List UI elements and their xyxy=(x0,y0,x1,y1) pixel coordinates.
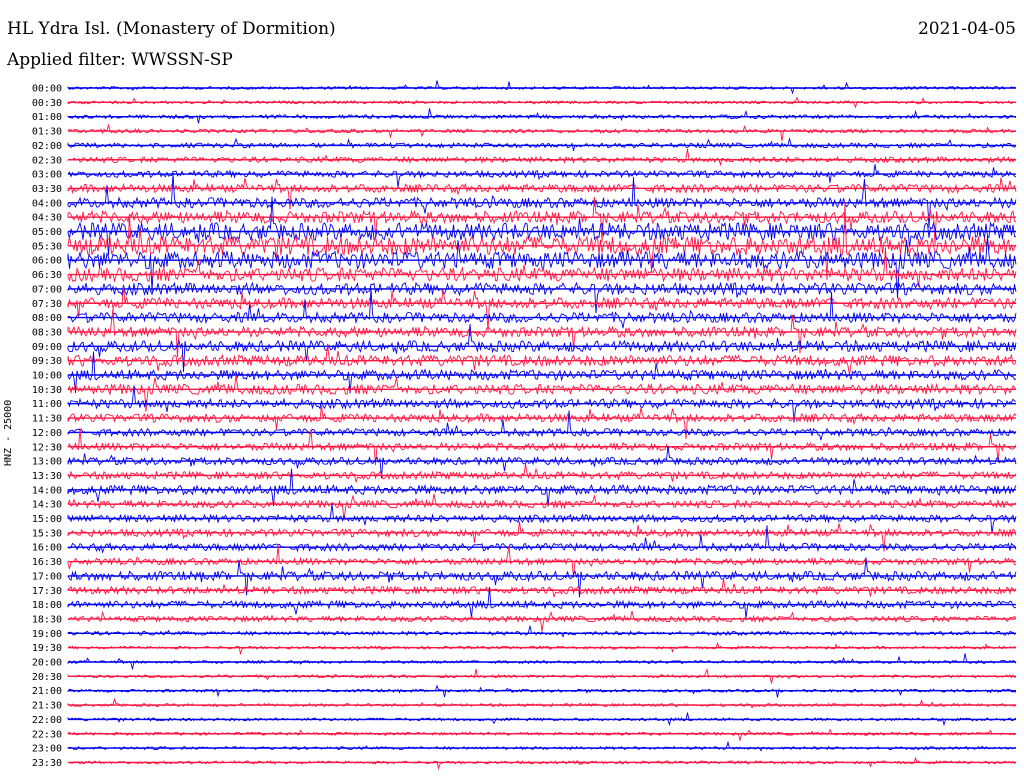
time-tick-label: 18:00 xyxy=(32,600,62,611)
trace-0130 xyxy=(67,123,1017,142)
time-tick-label: 19:30 xyxy=(32,643,62,654)
time-tick-label: 08:00 xyxy=(32,313,62,324)
time-tick-label: 17:00 xyxy=(32,571,62,582)
time-tick-label: 00:30 xyxy=(32,98,62,109)
time-tick-label: 13:00 xyxy=(32,457,62,468)
time-tick-label: 15:30 xyxy=(32,528,62,539)
time-tick-label: 16:00 xyxy=(32,543,62,554)
time-tick-label: 07:00 xyxy=(32,284,62,295)
trace-1030 xyxy=(67,375,1017,412)
time-tick-label: 15:00 xyxy=(32,514,62,525)
time-tick-label: 17:30 xyxy=(32,586,62,597)
time-tick-label: 04:00 xyxy=(32,198,62,209)
trace-0800 xyxy=(67,287,1017,329)
time-tick-label: 09:30 xyxy=(32,356,62,367)
time-tick-label: 05:00 xyxy=(32,227,62,238)
trace-2230 xyxy=(67,728,1017,742)
time-tick-label: 11:30 xyxy=(32,414,62,425)
trace-1100 xyxy=(67,385,1017,423)
time-tick-label: 10:00 xyxy=(32,371,62,382)
time-tick-label: 19:00 xyxy=(32,629,62,640)
trace-1400 xyxy=(67,468,1017,507)
trace-0300 xyxy=(67,164,1017,188)
time-tick-label: 21:30 xyxy=(32,701,62,712)
time-tick-label: 16:30 xyxy=(32,557,62,568)
time-tick-label: 18:30 xyxy=(32,614,62,625)
trace-2100 xyxy=(67,684,1017,698)
time-tick-label: 14:00 xyxy=(32,485,62,496)
trace-0930 xyxy=(67,343,1017,376)
time-tick-label: 22:00 xyxy=(32,715,62,726)
time-tick-label: 04:30 xyxy=(32,213,62,224)
time-tick-label: 20:30 xyxy=(32,672,62,683)
time-tick-label: 13:30 xyxy=(32,471,62,482)
time-tick-label: 09:00 xyxy=(32,342,62,353)
time-tick-label: 03:00 xyxy=(32,170,62,181)
trace-0230 xyxy=(67,148,1017,167)
trace-1000 xyxy=(67,351,1017,394)
filter-label: Applied filter: WWSSN-SP xyxy=(7,50,233,70)
time-tick-label: 03:30 xyxy=(32,184,62,195)
station-title: HL Ydra Isl. (Monastery of Dormition) xyxy=(7,19,336,39)
trace-1200 xyxy=(67,410,1017,441)
trace-1730 xyxy=(67,578,1017,598)
time-tick-label: 12:00 xyxy=(32,428,62,439)
trace-0730 xyxy=(67,286,1017,332)
time-tick-label: 06:00 xyxy=(32,256,62,267)
time-tick-label: 01:30 xyxy=(32,127,62,138)
time-tick-label: 02:00 xyxy=(32,141,62,152)
time-tick-label: 23:00 xyxy=(32,744,62,755)
time-labels-group: 00:00 00:30 01:00 01:30 02:00 02:30 03:00 03:30… xyxy=(32,84,62,769)
trace-1800 xyxy=(67,587,1017,619)
trace-0600 xyxy=(67,235,1017,299)
time-tick-label: 14:30 xyxy=(32,500,62,511)
trace-0430 xyxy=(67,196,1017,246)
date-label: 2021-04-05 xyxy=(917,19,1016,39)
trace-0330 xyxy=(67,177,1017,210)
trace-0100 xyxy=(67,108,1017,124)
time-tick-label: 20:00 xyxy=(32,658,62,669)
trace-1500 xyxy=(67,503,1017,534)
time-tick-label: 11:00 xyxy=(32,399,62,410)
traces-group xyxy=(67,80,1017,771)
time-tick-label: 21:00 xyxy=(32,686,62,697)
trace-0530 xyxy=(67,201,1017,280)
trace-1130 xyxy=(67,405,1017,440)
trace-0700 xyxy=(67,281,1017,314)
time-tick-label: 00:00 xyxy=(32,84,62,95)
time-tick-label: 08:30 xyxy=(32,327,62,338)
time-tick-label: 01:00 xyxy=(32,112,62,123)
trace-1230 xyxy=(67,427,1017,466)
trace-1430 xyxy=(67,493,1017,521)
trace-1830 xyxy=(67,610,1017,632)
trace-2300 xyxy=(67,740,1017,752)
time-tick-label: 02:30 xyxy=(32,155,62,166)
time-tick-label: 10:30 xyxy=(32,385,62,396)
trace-2130 xyxy=(67,697,1017,709)
time-tick-label: 06:30 xyxy=(32,270,62,281)
trace-2330 xyxy=(67,756,1017,771)
trace-0000 xyxy=(67,80,1017,95)
trace-1930 xyxy=(67,641,1017,656)
time-tick-label: 23:30 xyxy=(32,758,62,769)
trace-1330 xyxy=(67,464,1017,483)
time-tick-label: 12:30 xyxy=(32,442,62,453)
time-tick-label: 05:30 xyxy=(32,241,62,252)
time-tick-label: 22:30 xyxy=(32,729,62,740)
time-tick-label: 07:30 xyxy=(32,299,62,310)
trace-1300 xyxy=(67,446,1017,479)
